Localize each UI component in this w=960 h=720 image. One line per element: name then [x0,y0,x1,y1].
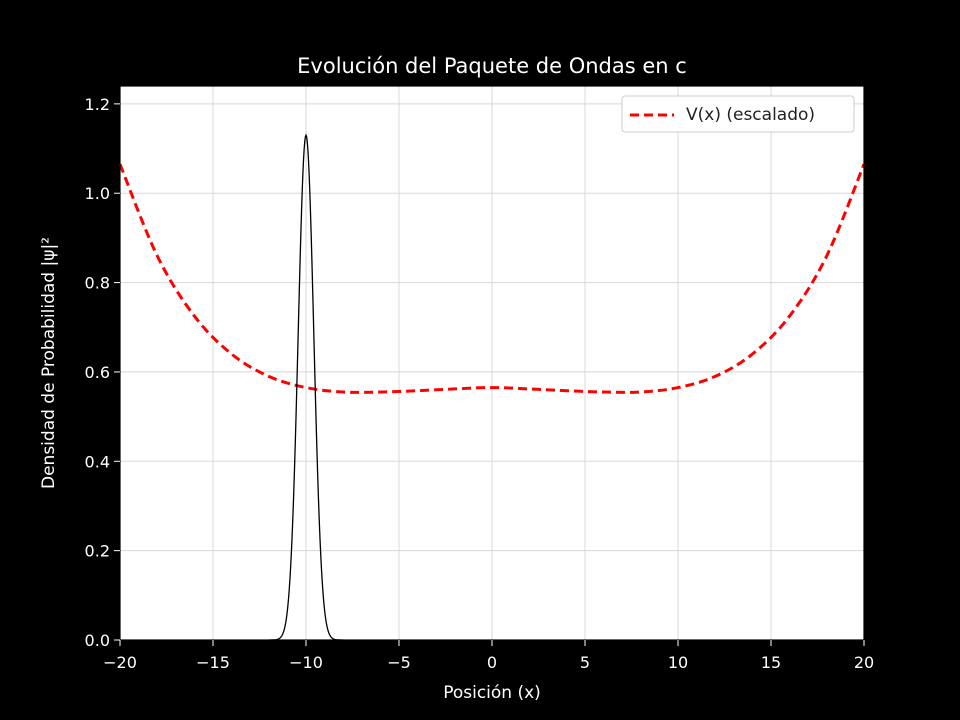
y-tick-label: 0.8 [85,274,110,293]
y-tick-label: 1.2 [85,95,110,114]
y-tick-label: 0.6 [85,363,110,382]
x-axis-label: Posición (x) [443,683,541,703]
y-axis-label: Densidad de Probabilidad |ψ|² [39,237,59,489]
series-layer [118,133,866,641]
legend-box [621,95,855,133]
potential-curve [118,163,866,394]
y-tick-label: 1.0 [85,184,110,203]
ticks: −20 −15 −10 −5 0 5 10 15 20 0.0 0.2 0.4 0.6 0.8 1.0 1.2 [85,95,875,672]
y-tick-label: 0.0 [85,631,110,650]
x-tick-label: 5 [580,653,590,672]
legend-series-label: V(x) (escalado) [686,105,815,125]
x-tick-label: −10 [289,653,323,672]
y-tick-label: 0.2 [85,542,110,561]
chart-title: Evolución del Paquete de Ondas en c [297,54,687,78]
y-tick-label: 0.4 [85,452,110,471]
x-tick-label: −15 [196,653,230,672]
x-tick-label: −20 [103,653,137,672]
wave-packet-curve [268,133,344,641]
x-tick-label: 0 [487,653,497,672]
legend: V(x) (escalado) [621,95,855,133]
x-tick-label: −5 [387,653,411,672]
x-tick-label: 10 [668,653,688,672]
x-tick-label: 20 [854,653,874,672]
x-tick-label: 15 [761,653,781,672]
